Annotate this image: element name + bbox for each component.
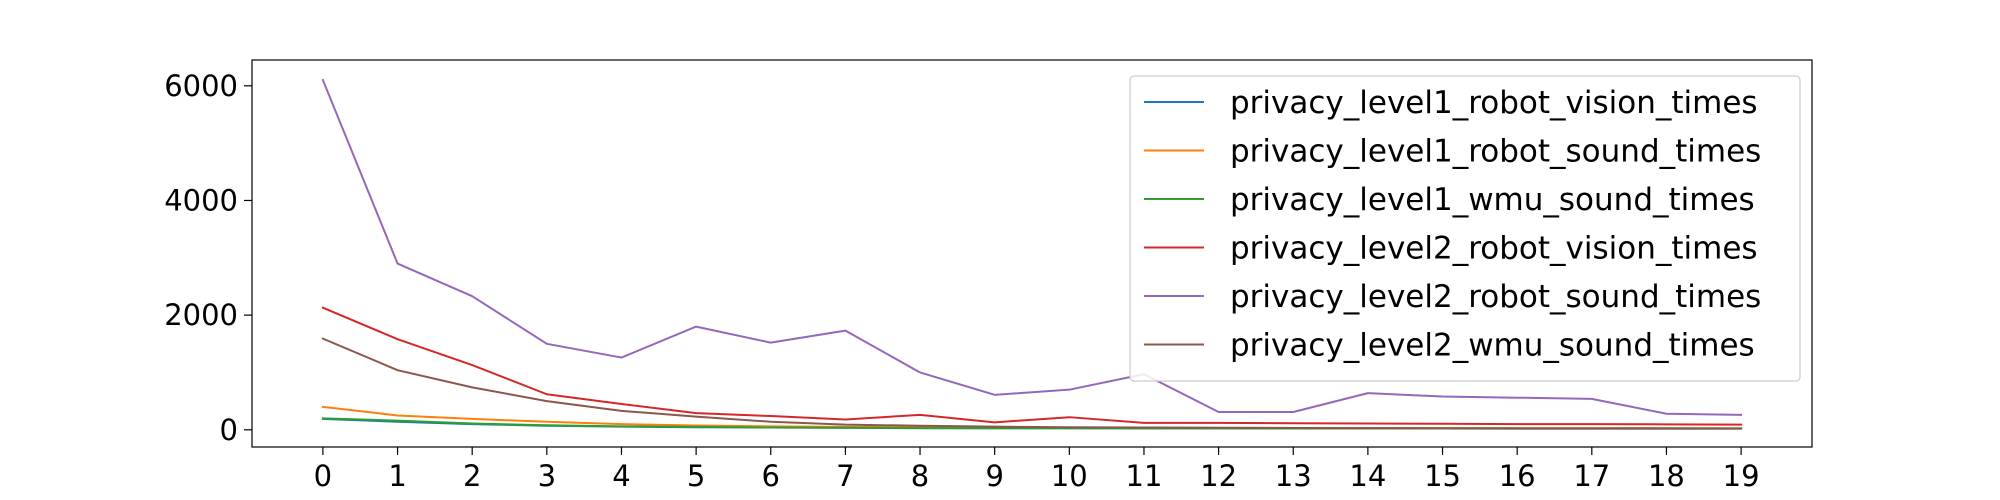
legend-label: privacy_level1_robot_sound_times	[1230, 134, 1761, 170]
x-tick-label: 12	[1200, 459, 1237, 493]
x-tick-label: 4	[612, 459, 630, 493]
x-tick-label: 5	[687, 459, 705, 493]
x-tick-label: 17	[1573, 459, 1610, 493]
y-tick-label: 4000	[164, 183, 238, 217]
series-line-privacy_level2_robot_vision_times	[321, 306, 1743, 426]
x-tick-label: 11	[1126, 459, 1163, 493]
series-line-privacy_level2_robot_sound_times	[321, 78, 1743, 416]
legend-label: privacy_level2_robot_vision_times	[1230, 231, 1758, 267]
x-tick-label: 8	[911, 459, 929, 493]
x-tick-label: 15	[1424, 459, 1461, 493]
x-tick-label: 18	[1648, 459, 1685, 493]
legend-label: privacy_level2_robot_sound_times	[1230, 279, 1761, 315]
legend-box	[1129, 75, 1801, 382]
series-line-privacy_level2_wmu_sound_times	[321, 337, 1743, 430]
x-tick-label: 9	[985, 459, 1003, 493]
x-tick-label: 19	[1723, 459, 1760, 493]
x-tick-label: 1	[388, 459, 406, 493]
legend-label: privacy_level1_robot_vision_times	[1230, 85, 1758, 121]
y-tick-label: 6000	[164, 69, 238, 103]
legend-label: privacy_level2_wmu_sound_times	[1230, 328, 1755, 364]
x-tick-label: 0	[314, 459, 332, 493]
legend-label: privacy_level1_wmu_sound_times	[1230, 182, 1755, 218]
x-tick-label: 7	[836, 459, 854, 493]
x-tick-label: 13	[1275, 459, 1312, 493]
x-tick-label: 3	[538, 459, 556, 493]
y-tick-label: 0	[220, 413, 238, 447]
x-tick-label: 10	[1051, 459, 1088, 493]
x-tick-label: 2	[463, 459, 481, 493]
y-tick-label: 2000	[164, 298, 238, 332]
plot-frame	[251, 59, 1813, 448]
x-tick-label: 6	[762, 459, 780, 493]
x-tick-label: 16	[1499, 459, 1536, 493]
x-tick-label: 14	[1349, 459, 1386, 493]
